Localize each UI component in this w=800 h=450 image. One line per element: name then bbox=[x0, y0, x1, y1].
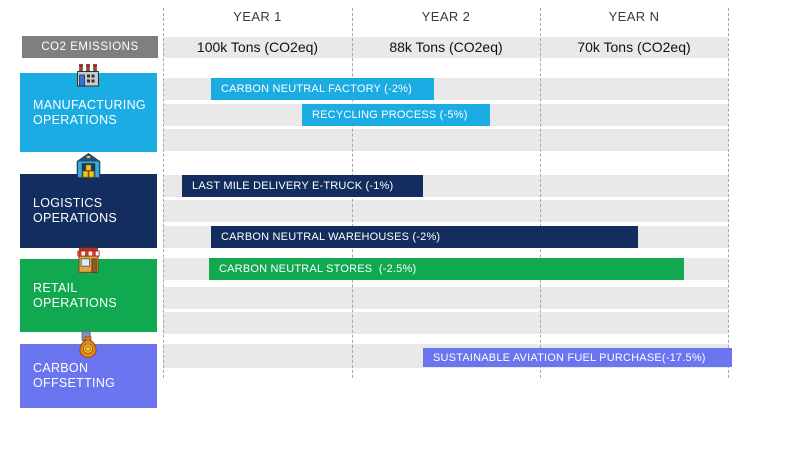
row-track bbox=[163, 200, 728, 222]
initiative-bar: CARBON NEUTRAL WAREHOUSES (-2%) bbox=[211, 225, 638, 248]
timeline-gridline bbox=[728, 8, 729, 378]
emissions-value: 70k Tons (CO2eq) bbox=[577, 39, 691, 55]
initiative-bar: CARBON NEUTRAL FACTORY (-2%) bbox=[211, 78, 434, 100]
initiative-bar-label: CARBON NEUTRAL WAREHOUSES (-2%) bbox=[221, 230, 441, 243]
initiative-bar-label: RECYCLING PROCESS (-5%) bbox=[312, 108, 468, 121]
initiative-bar-label: LAST MILE DELIVERY E-TRUCK (-1%) bbox=[192, 179, 394, 192]
initiative-bar: SUSTAINABLE AVIATION FUEL PURCHASE(-17.5… bbox=[423, 348, 732, 367]
row-track bbox=[163, 287, 728, 309]
initiative-bar: RECYCLING PROCESS (-5%) bbox=[302, 103, 490, 126]
year-header: YEAR N bbox=[608, 9, 660, 24]
timeline-gridline bbox=[163, 8, 164, 378]
initiative-bar-label: CARBON NEUTRAL FACTORY (-2%) bbox=[221, 83, 413, 95]
section-label-line: OPERATIONS bbox=[33, 295, 118, 310]
emissions-value: 88k Tons (CO2eq) bbox=[389, 39, 503, 55]
section-label-line: OPERATIONS bbox=[33, 112, 118, 127]
section-label-line: CARBON bbox=[33, 361, 89, 375]
co2-emissions-label: CO2 EMISSIONS bbox=[22, 36, 158, 58]
initiative-bar-label: CARBON NEUTRAL STORES (-2.5%) bbox=[219, 263, 417, 275]
factory-icon bbox=[74, 59, 102, 87]
timeline-gridline bbox=[540, 8, 541, 378]
emissions-band bbox=[163, 37, 728, 58]
year-header: YEAR 1 bbox=[233, 9, 282, 24]
emissions-value: 100k Tons (CO2eq) bbox=[196, 39, 319, 55]
initiative-bar: LAST MILE DELIVERY E-TRUCK (-1%) bbox=[182, 174, 423, 197]
section-label-line: RETAIL bbox=[33, 280, 78, 295]
section-label-line: OPERATIONS bbox=[33, 211, 118, 225]
section-block-logistics-operations: LOGISTICS OPERATIONS bbox=[20, 174, 157, 248]
store-icon bbox=[74, 246, 102, 274]
row-track bbox=[163, 129, 728, 151]
moneybag-icon bbox=[74, 330, 102, 359]
section-label-line: OFFSETTING bbox=[33, 376, 116, 390]
section-label-line: MANUFACTURING bbox=[33, 97, 146, 112]
initiative-bar: CARBON NEUTRAL STORES (-2.5%) bbox=[209, 258, 684, 280]
section-label-line: LOGISTICS bbox=[33, 196, 103, 210]
row-track bbox=[163, 312, 728, 334]
initiative-bar-label: SUSTAINABLE AVIATION FUEL PURCHASE(-17.5… bbox=[433, 351, 706, 364]
year-header: YEAR 2 bbox=[421, 9, 471, 24]
warehouse-icon bbox=[74, 152, 102, 180]
